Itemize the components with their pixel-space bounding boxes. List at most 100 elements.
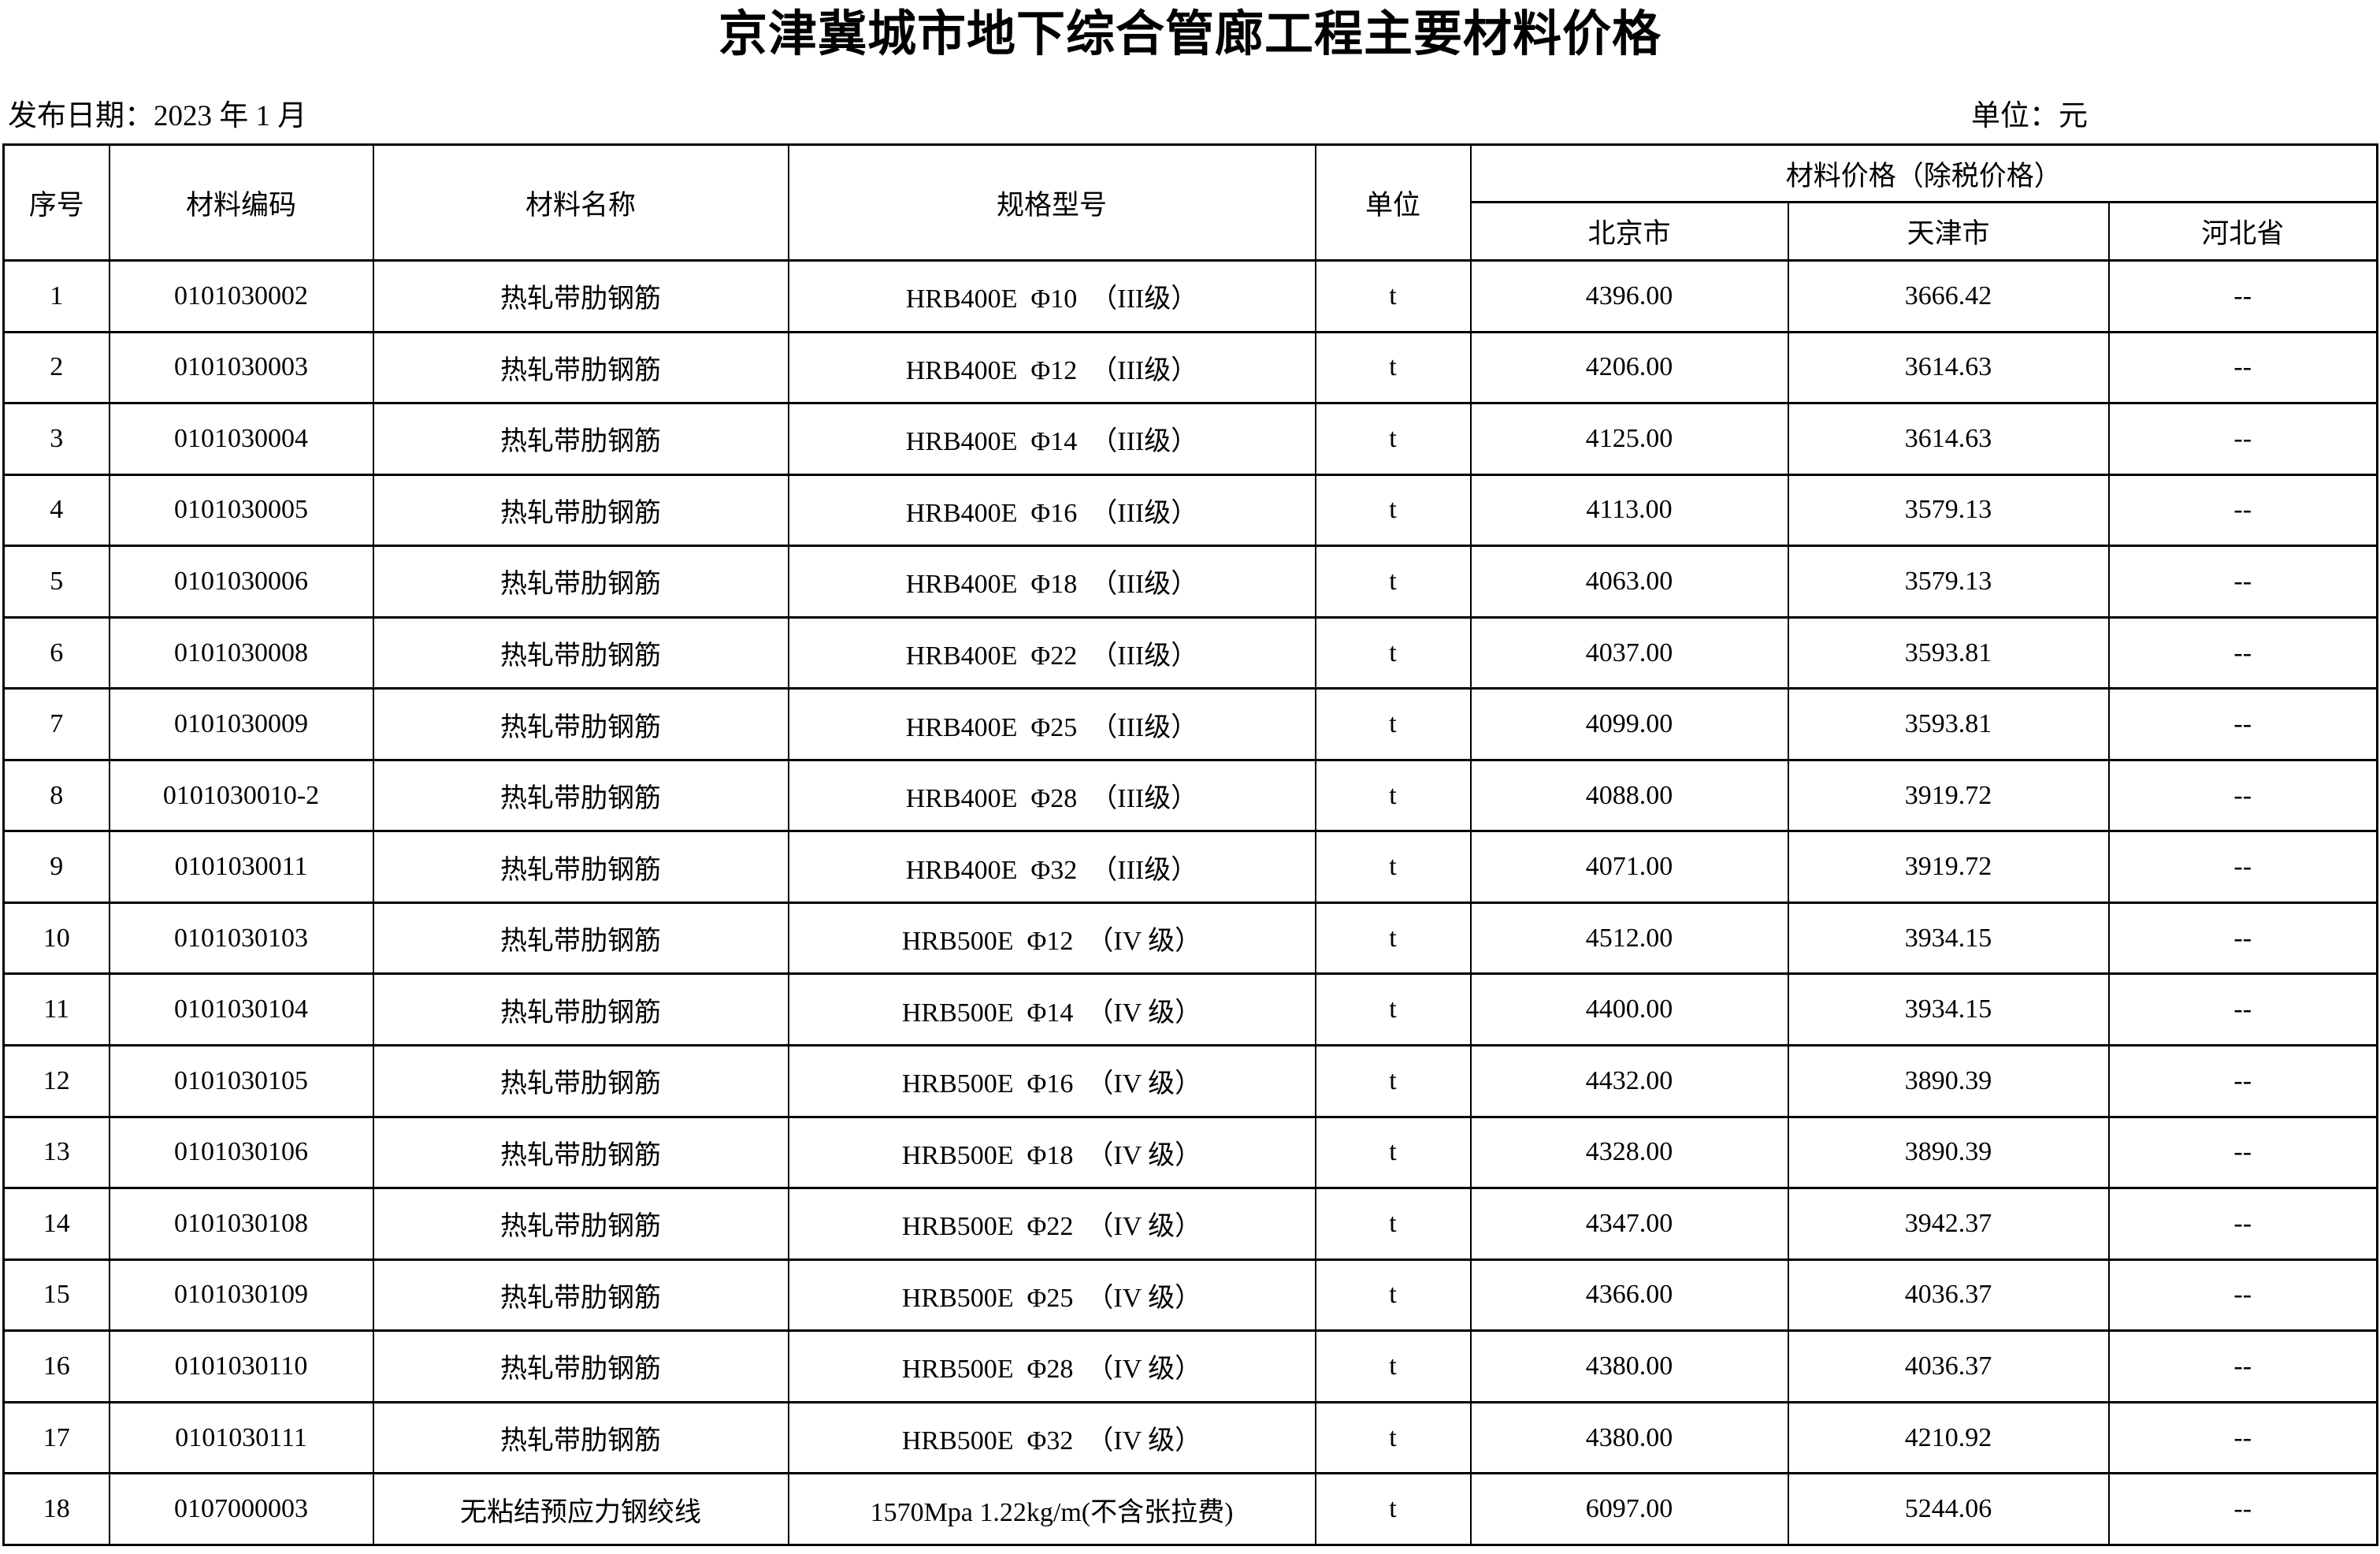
cell-tianjin: 4036.37 xyxy=(1787,1329,2110,1403)
table-row: 16 0101030110 热轧带肋钢筋 HRB500E Φ28 （IV 级） t 438… xyxy=(2,1329,2378,1403)
cell-spec: HRB400E Φ16 （III级） xyxy=(787,473,1316,548)
cell-tianjin: 3593.81 xyxy=(1787,615,2110,690)
col-header-price-group: 材料价格（除税价格） xyxy=(1469,143,2378,203)
table-row: 7 0101030009 热轧带肋钢筋 HRB400E Φ25 （III级） t 4099… xyxy=(2,687,2378,761)
cell-spec: HRB400E Φ14 （III级） xyxy=(787,402,1316,476)
cell-no: 16 xyxy=(2,1329,110,1403)
cell-tianjin: 3942.37 xyxy=(1787,1187,2110,1261)
cell-tianjin: 5244.06 xyxy=(1787,1472,2110,1546)
cell-code: 0101030003 xyxy=(108,330,374,405)
cell-unit: t xyxy=(1314,545,1472,619)
cell-beijing: 4037.00 xyxy=(1469,615,1789,690)
cell-spec: HRB500E Φ22 （IV 级） xyxy=(787,1187,1316,1261)
cell-unit: t xyxy=(1314,1044,1472,1118)
cell-unit: t xyxy=(1314,901,1472,976)
col-header-region-beijing: 北京市 xyxy=(1469,201,1789,262)
cell-code: 0101030111 xyxy=(108,1400,374,1475)
cell-code: 0101030103 xyxy=(108,901,374,976)
cell-code: 0101030110 xyxy=(108,1329,374,1403)
cell-tianjin: 3890.39 xyxy=(1787,1115,2110,1190)
cell-tianjin: 4036.37 xyxy=(1787,1258,2110,1333)
cell-beijing: 4432.00 xyxy=(1469,1044,1789,1118)
table-row: 18 0107000003 无粘结预应力钢绞线 1570Mpa 1.22kg/m(不含… xyxy=(2,1472,2378,1546)
header-row-2: 北京市 天津市 河北省 xyxy=(4,201,2378,262)
cell-beijing: 4380.00 xyxy=(1469,1400,1789,1475)
cell-spec: HRB500E Φ18 （IV 级） xyxy=(787,1115,1316,1190)
cell-name: 热轧带肋钢筋 xyxy=(372,1258,789,1333)
cell-code: 0101030109 xyxy=(108,1258,374,1333)
cell-code: 0101030106 xyxy=(108,1115,374,1190)
cell-hebei: -- xyxy=(2107,1187,2378,1261)
table-row: 10 0101030103 热轧带肋钢筋 HRB500E Φ12 （IV 级） t 451… xyxy=(2,901,2378,976)
cell-name: 热轧带肋钢筋 xyxy=(372,972,789,1047)
cell-hebei: -- xyxy=(2107,1329,2378,1403)
cell-code: 0101030108 xyxy=(108,1187,374,1261)
header-row-1: 序号 材料编码 材料名称 规格型号 单位 材料价格（除税价格） xyxy=(2,143,2378,262)
cell-spec: HRB400E Φ22 （III级） xyxy=(787,615,1316,690)
table-row: 6 0101030008 热轧带肋钢筋 HRB400E Φ22 （III级） t 4037… xyxy=(2,615,2378,690)
table-row: 3 0101030004 热轧带肋钢筋 HRB400E Φ14 （III级） t 4125… xyxy=(2,402,2378,476)
cell-tianjin: 4210.92 xyxy=(1787,1400,2110,1475)
cell-tianjin: 3919.72 xyxy=(1787,830,2110,904)
cell-no: 4 xyxy=(2,473,110,548)
cell-hebei: -- xyxy=(2107,1258,2378,1333)
cell-unit: t xyxy=(1314,330,1472,405)
cell-code: 0101030105 xyxy=(108,1044,374,1118)
table-row: 4 0101030005 热轧带肋钢筋 HRB400E Φ16 （III级） t 4113… xyxy=(2,473,2378,548)
cell-unit: t xyxy=(1314,402,1472,476)
cell-name: 热轧带肋钢筋 xyxy=(372,1329,789,1403)
cell-no: 1 xyxy=(2,259,110,333)
cell-unit: t xyxy=(1314,1258,1472,1333)
cell-beijing: 4071.00 xyxy=(1469,830,1789,904)
cell-beijing: 4063.00 xyxy=(1469,545,1789,619)
table-row: 9 0101030011 热轧带肋钢筋 HRB400E Φ32 （III级） t 4071… xyxy=(2,830,2378,904)
cell-tianjin: 3890.39 xyxy=(1787,1044,2110,1118)
cell-name: 热轧带肋钢筋 xyxy=(372,758,789,833)
cell-no: 10 xyxy=(2,901,110,976)
cell-no: 8 xyxy=(2,758,110,833)
cell-hebei: -- xyxy=(2107,473,2378,548)
cell-no: 15 xyxy=(2,1258,110,1333)
cell-name: 热轧带肋钢筋 xyxy=(372,473,789,548)
cell-unit: t xyxy=(1314,1115,1472,1190)
cell-tianjin: 3579.13 xyxy=(1787,473,2110,548)
cell-spec: HRB400E Φ28 （III级） xyxy=(787,758,1316,833)
cell-hebei: -- xyxy=(2107,615,2378,690)
cell-name: 热轧带肋钢筋 xyxy=(372,545,789,619)
cell-name: 热轧带肋钢筋 xyxy=(372,830,789,904)
col-header-unit: 单位 xyxy=(1314,143,1472,262)
table-row: 14 0101030108 热轧带肋钢筋 HRB500E Φ22 （IV 级） t 434… xyxy=(2,1187,2378,1261)
cell-tianjin: 3666.42 xyxy=(1787,259,2110,333)
cell-unit: t xyxy=(1314,1472,1472,1546)
cell-code: 0101030009 xyxy=(108,687,374,761)
cell-name: 热轧带肋钢筋 xyxy=(372,615,789,690)
cell-unit: t xyxy=(1314,1400,1472,1475)
cell-name: 热轧带肋钢筋 xyxy=(372,1044,789,1118)
cell-tianjin: 3934.15 xyxy=(1787,901,2110,976)
cell-hebei: -- xyxy=(2107,545,2378,619)
cell-code: 0107000003 xyxy=(108,1472,374,1546)
unit-note-label: 单位：元 xyxy=(1971,100,2088,132)
cell-spec: 1570Mpa 1.22kg/m(不含张拉费) xyxy=(787,1472,1316,1546)
cell-spec: HRB400E Φ10 （III级） xyxy=(787,259,1316,333)
cell-beijing: 4113.00 xyxy=(1469,473,1789,548)
table-row: 15 0101030109 热轧带肋钢筋 HRB500E Φ25 （IV 级） t 436… xyxy=(2,1258,2378,1333)
cell-name: 热轧带肋钢筋 xyxy=(372,1187,789,1261)
cell-no: 11 xyxy=(2,972,110,1047)
cell-hebei: -- xyxy=(2107,402,2378,476)
cell-spec: HRB400E Φ12 （III级） xyxy=(787,330,1316,405)
cell-spec: HRB500E Φ32 （IV 级） xyxy=(787,1400,1316,1475)
meta-line: 发布日期：2023 年 1 月 单位：元 xyxy=(8,99,2088,134)
table-row: 8 0101030010-2 热轧带肋钢筋 HRB400E Φ28 （III级） t 40… xyxy=(2,758,2378,833)
cell-beijing: 6097.00 xyxy=(1469,1472,1789,1546)
cell-no: 18 xyxy=(2,1472,110,1546)
cell-hebei: -- xyxy=(2107,1115,2378,1190)
cell-spec: HRB400E Φ25 （III级） xyxy=(787,687,1316,761)
cell-no: 6 xyxy=(2,615,110,690)
cell-hebei: -- xyxy=(2107,1400,2378,1475)
cell-no: 12 xyxy=(2,1044,110,1118)
col-header-spec: 规格型号 xyxy=(787,143,1316,262)
cell-code: 0101030104 xyxy=(108,972,374,1047)
col-header-name: 材料名称 xyxy=(372,143,789,262)
cell-no: 13 xyxy=(2,1115,110,1190)
